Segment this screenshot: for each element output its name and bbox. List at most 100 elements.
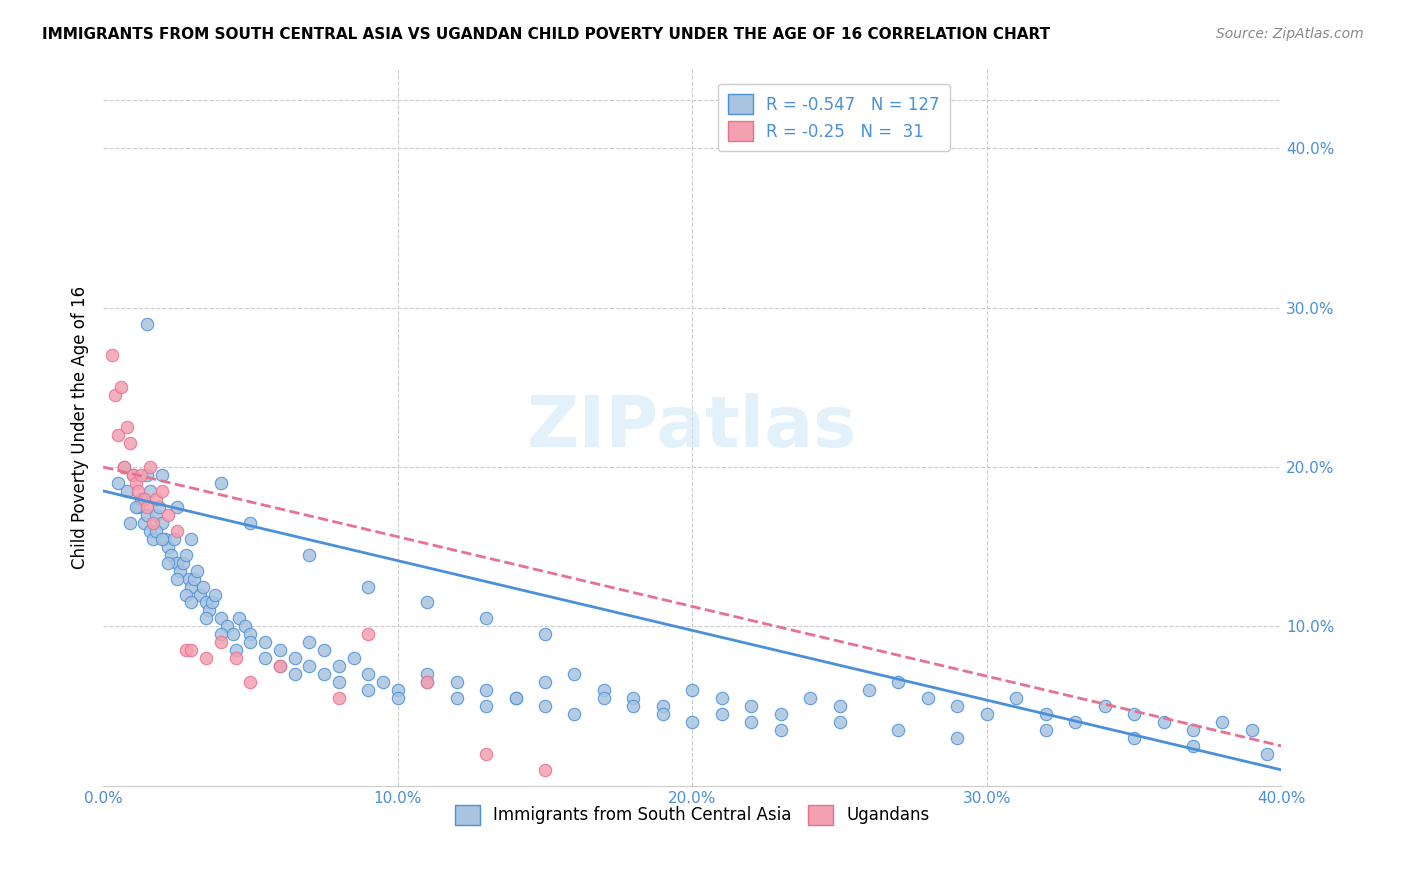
- Point: [124, 475, 146, 490]
- Point: [145, 508, 167, 522]
- Point: [710, 691, 733, 706]
- Point: [134, 516, 156, 530]
- Point: [534, 675, 557, 690]
- Point: [534, 627, 557, 641]
- Point: [475, 747, 498, 761]
- Point: [225, 643, 247, 657]
- Point: [174, 548, 197, 562]
- Point: [371, 675, 394, 690]
- Point: [195, 611, 218, 625]
- Point: [148, 500, 170, 514]
- Point: [298, 635, 321, 649]
- Point: [387, 683, 409, 698]
- Point: [621, 691, 644, 706]
- Point: [136, 317, 159, 331]
- Point: [239, 516, 262, 530]
- Point: [312, 667, 335, 681]
- Point: [357, 683, 380, 698]
- Point: [121, 467, 143, 482]
- Point: [446, 675, 468, 690]
- Point: [651, 707, 673, 722]
- Point: [357, 580, 380, 594]
- Point: [180, 643, 202, 657]
- Point: [169, 564, 191, 578]
- Point: [1182, 723, 1205, 737]
- Point: [177, 572, 200, 586]
- Point: [174, 587, 197, 601]
- Point: [1005, 691, 1028, 706]
- Point: [769, 707, 792, 722]
- Point: [1123, 731, 1146, 745]
- Point: [534, 699, 557, 714]
- Point: [180, 532, 202, 546]
- Point: [150, 483, 173, 498]
- Point: [269, 659, 291, 673]
- Point: [139, 483, 162, 498]
- Point: [195, 595, 218, 609]
- Point: [681, 714, 703, 729]
- Point: [593, 683, 616, 698]
- Point: [239, 635, 262, 649]
- Point: [769, 723, 792, 737]
- Point: [946, 731, 969, 745]
- Point: [858, 683, 880, 698]
- Point: [156, 508, 179, 522]
- Point: [505, 691, 527, 706]
- Point: [269, 659, 291, 673]
- Point: [139, 460, 162, 475]
- Point: [225, 651, 247, 665]
- Point: [254, 635, 277, 649]
- Point: [150, 516, 173, 530]
- Point: [298, 659, 321, 673]
- Point: [127, 500, 149, 514]
- Point: [887, 723, 910, 737]
- Point: [166, 556, 188, 570]
- Legend: Immigrants from South Central Asia, Ugandans: Immigrants from South Central Asia, Ugan…: [444, 795, 939, 835]
- Point: [124, 500, 146, 514]
- Point: [357, 627, 380, 641]
- Point: [136, 508, 159, 522]
- Point: [110, 380, 132, 394]
- Point: [118, 436, 141, 450]
- Point: [1035, 707, 1057, 722]
- Point: [142, 532, 165, 546]
- Text: Source: ZipAtlas.com: Source: ZipAtlas.com: [1216, 27, 1364, 41]
- Point: [1064, 714, 1087, 729]
- Point: [416, 595, 439, 609]
- Text: ZIPatlas: ZIPatlas: [527, 392, 858, 462]
- Point: [150, 467, 173, 482]
- Point: [505, 691, 527, 706]
- Point: [298, 548, 321, 562]
- Point: [115, 420, 138, 434]
- Point: [651, 699, 673, 714]
- Point: [681, 683, 703, 698]
- Point: [446, 691, 468, 706]
- Point: [1094, 699, 1116, 714]
- Point: [209, 627, 232, 641]
- Point: [131, 467, 153, 482]
- Point: [564, 667, 586, 681]
- Point: [121, 467, 143, 482]
- Point: [328, 691, 350, 706]
- Point: [153, 532, 176, 546]
- Point: [118, 516, 141, 530]
- Point: [828, 699, 851, 714]
- Point: [204, 587, 226, 601]
- Point: [101, 348, 124, 362]
- Point: [188, 587, 211, 601]
- Point: [740, 714, 762, 729]
- Point: [127, 483, 149, 498]
- Point: [195, 651, 218, 665]
- Point: [183, 572, 205, 586]
- Point: [917, 691, 939, 706]
- Point: [357, 667, 380, 681]
- Point: [416, 675, 439, 690]
- Point: [284, 667, 307, 681]
- Point: [115, 483, 138, 498]
- Y-axis label: Child Poverty Under the Age of 16: Child Poverty Under the Age of 16: [72, 285, 89, 569]
- Point: [180, 580, 202, 594]
- Point: [222, 627, 245, 641]
- Point: [198, 603, 221, 617]
- Point: [387, 691, 409, 706]
- Point: [534, 763, 557, 777]
